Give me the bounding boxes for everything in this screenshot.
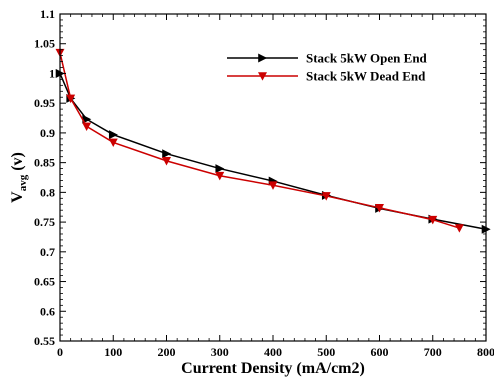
x-tick-label: 300 <box>211 345 229 359</box>
y-axis-title-subscript: avg <box>17 174 29 191</box>
series-1 <box>55 68 491 234</box>
series-line <box>59 73 487 230</box>
y-axis-title-main: V <box>9 191 26 203</box>
y-tick-label: 0.9 <box>40 126 55 140</box>
data-point-marker <box>108 138 118 148</box>
legend-label: Stack 5kW Open End <box>306 51 428 66</box>
x-tick-label: 200 <box>158 345 176 359</box>
y-tick-label: 0.65 <box>34 275 55 289</box>
y-axis-title: Vavg (v) <box>9 152 29 203</box>
axes: 0 100 200 300 400 500 600 700 800 0.55 0.6 0.65 0.7 0… <box>9 7 494 377</box>
y-tick-label: 0.95 <box>34 96 55 110</box>
data-point-marker <box>428 215 438 225</box>
data-point-marker <box>268 181 278 190</box>
x-tick-label: 0 <box>57 345 63 359</box>
legend-entry-1: Stack 5kW Open End <box>227 51 428 66</box>
data-point-marker <box>162 157 171 166</box>
data-point-marker <box>162 149 172 159</box>
y-tick-label: 0.7 <box>40 245 55 259</box>
y-tick-label: 0.85 <box>34 156 55 170</box>
data-point-marker <box>108 130 118 140</box>
data-point-marker <box>215 164 225 174</box>
plot-area <box>55 48 491 234</box>
x-tick-label: 700 <box>424 345 442 359</box>
legend-label: Stack 5kW Dead End <box>306 69 426 84</box>
data-point-marker <box>454 224 464 233</box>
y-tick-label: 1.05 <box>34 37 55 51</box>
legend: Stack 5kW Open End Stack 5kW Dead End <box>227 51 428 84</box>
y-tick-label: 1 <box>49 66 55 80</box>
y-tick-label: 1.1 <box>40 7 55 21</box>
legend-marker <box>258 72 267 81</box>
legend-marker <box>258 53 268 63</box>
x-tick-label: 100 <box>104 345 122 359</box>
data-point-marker <box>321 192 331 201</box>
x-tick-label: 600 <box>371 345 389 359</box>
x-tick-label: 500 <box>317 345 335 359</box>
data-point-marker <box>66 94 76 104</box>
data-point-marker <box>375 204 384 213</box>
series-2 <box>55 48 464 233</box>
y-tick-label: 0.6 <box>40 304 55 318</box>
y-tick-label: 0.55 <box>34 334 55 348</box>
legend-entry-2: Stack 5kW Dead End <box>227 69 426 84</box>
y-tick-label: 0.75 <box>34 215 55 229</box>
x-tick-label: 800 <box>477 345 494 359</box>
data-point-marker <box>82 122 92 132</box>
y-tick-label: 0.8 <box>40 185 55 199</box>
x-tick-label: 400 <box>264 345 282 359</box>
data-point-marker <box>215 171 225 181</box>
y-axis-title-unit: (v) <box>9 152 26 175</box>
x-axis-title: Current Density (mA/cm2) <box>181 360 365 377</box>
